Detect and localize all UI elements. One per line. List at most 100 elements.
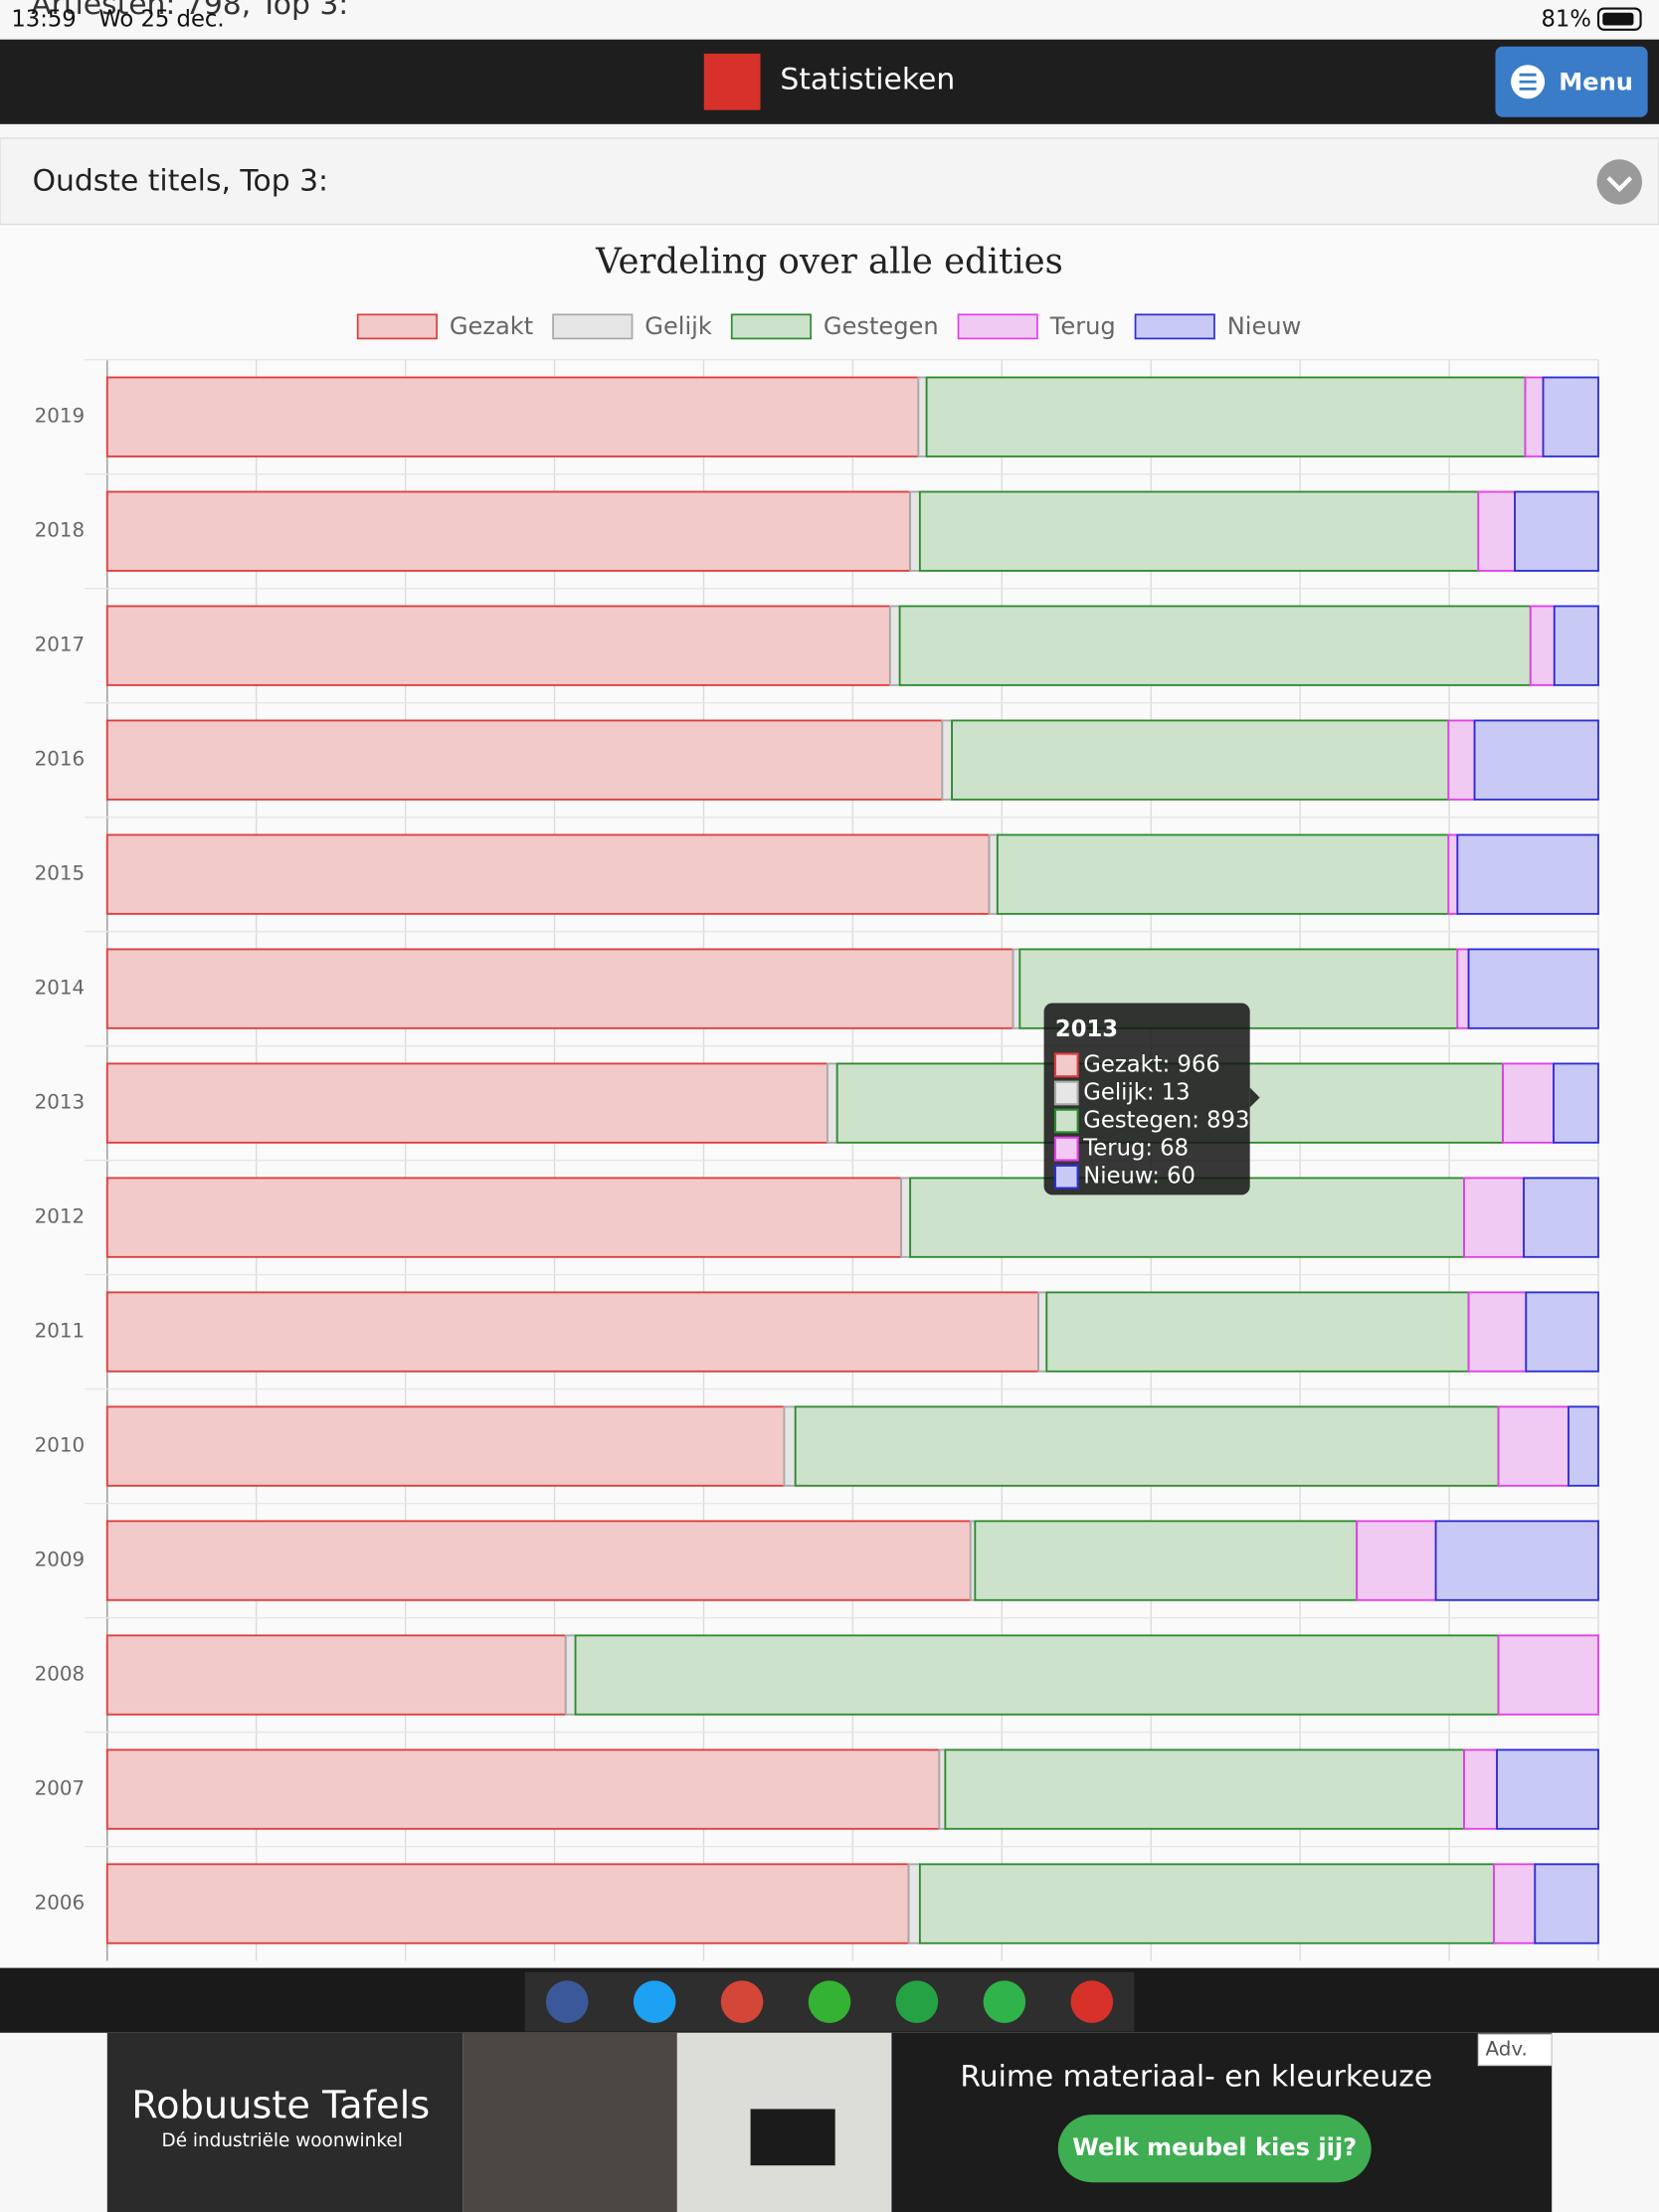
status-bar: [0, 0, 1659, 40]
legend-swatch: [730, 313, 812, 340]
bar-segment: [105, 376, 920, 458]
bar-segment: [1012, 948, 1021, 1029]
expand-icon[interactable]: [1596, 159, 1642, 205]
battery-text: 81%: [1541, 6, 1590, 32]
bar-segment: [1477, 490, 1516, 572]
bar-segment: [1496, 1749, 1599, 1830]
bar-segment: [918, 1863, 1495, 1944]
bar-segment: [900, 1177, 912, 1258]
y-tick-label: 2012: [35, 1205, 86, 1228]
bar-segment: [1542, 376, 1599, 458]
bar-segment: [1447, 719, 1476, 801]
bar-segment: [944, 1749, 1466, 1830]
date: Wo 25 dec.: [98, 6, 224, 32]
bar-segment: [1463, 1177, 1525, 1258]
ad-brand: Robuuste Tafels: [131, 2084, 430, 2128]
share-message[interactable]: [808, 1980, 851, 2023]
section-bar[interactable]: [0, 137, 1659, 226]
bar-segment: [794, 1405, 1500, 1487]
bar-segment: [917, 376, 928, 458]
tooltip-item: Nieuw: 60: [1083, 1164, 1196, 1190]
section-title: Oudste titels, Top 3:: [33, 163, 328, 198]
bar-segment: [996, 833, 1450, 915]
bar-segment: [941, 719, 954, 801]
chart-title: Verdeling over alle edities: [595, 242, 1063, 282]
bar-segment: [105, 1863, 910, 1944]
legend-swatch: [1134, 313, 1215, 340]
bar-segment: [1553, 605, 1599, 686]
y-tick-label: 2011: [35, 1320, 86, 1343]
bar-segment: [1037, 1291, 1048, 1373]
bar-segment: [1467, 1291, 1528, 1373]
bar-segment: [974, 1520, 1359, 1601]
bar-segment: [951, 719, 1450, 801]
y-tick-label: 2016: [35, 748, 86, 771]
bar-segment: [1525, 1291, 1599, 1373]
legend-label: Gezakt: [450, 312, 533, 340]
tooltip-item: Gestegen: 893: [1083, 1108, 1249, 1134]
share-generic[interactable]: [983, 1980, 1026, 2023]
ad-button-label: Welk meubel kies jij?: [1072, 2133, 1357, 2161]
bar-segment: [1434, 1520, 1599, 1601]
bar-segment: [888, 605, 901, 686]
expand-chevron: [1606, 176, 1633, 193]
bar-segment: [1356, 1520, 1437, 1601]
share-facebook[interactable]: [545, 1980, 589, 2023]
overlay-text: Artiesten: 798, Top 3:: [31, 0, 348, 22]
tooltip-item: Terug: 68: [1082, 1136, 1189, 1162]
share-whatsapp[interactable]: [895, 1980, 939, 2023]
y-tick-label: 2006: [35, 1892, 86, 1915]
bar-segment: [105, 1291, 1039, 1373]
bar-segment: [1463, 1749, 1498, 1830]
bar-segment: [1456, 948, 1470, 1029]
tooltip-item: Gelijk: 13: [1083, 1079, 1190, 1105]
menu-button[interactable]: [1495, 46, 1648, 117]
share-twitter[interactable]: [633, 1980, 676, 2023]
bar-segment: [1467, 948, 1599, 1029]
bar-segment: [105, 1177, 903, 1258]
ad-label: Adv.: [1486, 2037, 1528, 2060]
ad-left[interactable]: [106, 2032, 463, 2212]
bar-segment: [1524, 376, 1545, 458]
bar-segment: [1456, 833, 1599, 915]
bar-segment: [105, 1749, 941, 1830]
ad-label-box[interactable]: [1477, 2033, 1553, 2067]
tooltip-swatch: [1053, 1080, 1079, 1106]
share-radio2[interactable]: [1070, 1980, 1114, 2023]
bar-segment: [1514, 490, 1599, 572]
y-tick-label: 2014: [35, 977, 86, 1000]
share-mail[interactable]: [720, 1980, 764, 2023]
bar-segment: [105, 1405, 786, 1487]
bar-segment: [1529, 605, 1556, 686]
bar-segment: [105, 605, 891, 686]
header-title: Statistieken: [780, 62, 955, 96]
bar-segment: [574, 1634, 1500, 1716]
legend-label: Nieuw: [1227, 312, 1302, 340]
bar-segment: [907, 1863, 921, 1944]
legend-label: Terug: [1049, 312, 1116, 340]
tooltip-swatch: [1053, 1164, 1079, 1190]
bar-segment: [1497, 1405, 1569, 1487]
bar-segment: [105, 1520, 972, 1601]
tooltip-box: [1043, 1003, 1250, 1196]
bar-segment: [105, 719, 944, 801]
tooltip-swatch: [1053, 1108, 1079, 1134]
bar-segment: [1502, 1062, 1555, 1144]
tooltip-swatch: [1053, 1052, 1079, 1078]
menu-icon-lines: [1519, 73, 1537, 91]
ad-headline: Ruime materiaal- en kleurkeuze: [960, 2060, 1432, 2095]
ad-image-1[interactable]: [462, 2032, 677, 2212]
time: 13:59: [11, 6, 76, 32]
tooltip-item: Gezakt: 966: [1083, 1051, 1220, 1077]
bar-segment: [909, 490, 921, 572]
bar-segment: [1447, 833, 1459, 915]
bar-segment: [783, 1405, 797, 1487]
y-tick-label: 2013: [35, 1091, 86, 1114]
y-tick-label: 2008: [35, 1663, 86, 1686]
ad-button[interactable]: [1057, 2115, 1372, 2183]
bar-segment: [1523, 1177, 1599, 1258]
legend-label: Gestegen: [824, 312, 939, 340]
menu-label[interactable]: Menu: [1559, 69, 1633, 96]
